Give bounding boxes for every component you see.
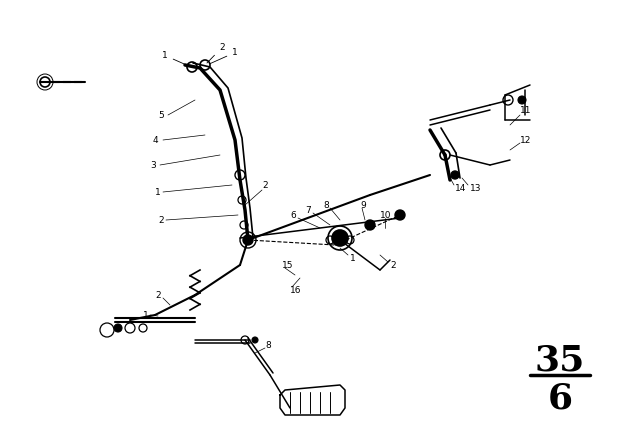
Circle shape [252, 337, 258, 343]
Text: 4: 4 [153, 135, 159, 145]
Circle shape [114, 324, 122, 332]
Text: 11: 11 [520, 105, 531, 115]
Circle shape [395, 210, 405, 220]
Text: 2: 2 [262, 181, 268, 190]
Text: 1: 1 [155, 188, 161, 197]
Circle shape [451, 171, 459, 179]
Text: 2: 2 [158, 215, 164, 224]
Circle shape [365, 220, 375, 230]
Text: 12: 12 [520, 135, 531, 145]
Text: 1: 1 [209, 48, 238, 64]
Text: 8: 8 [265, 340, 271, 349]
Text: 2: 2 [207, 43, 225, 63]
Text: 2: 2 [390, 260, 396, 270]
Text: 6: 6 [290, 211, 296, 220]
Text: 10: 10 [380, 211, 392, 220]
Text: 15: 15 [282, 260, 294, 270]
Text: 1: 1 [143, 310, 148, 319]
Text: 3: 3 [150, 160, 156, 169]
Text: 1: 1 [350, 254, 356, 263]
Text: 1: 1 [162, 51, 188, 66]
Text: 8: 8 [323, 201, 329, 210]
Text: 13: 13 [470, 184, 481, 193]
Circle shape [518, 96, 526, 104]
Circle shape [243, 235, 253, 245]
Text: 16: 16 [290, 285, 301, 294]
Text: 7: 7 [305, 206, 311, 215]
Text: 35: 35 [535, 343, 585, 377]
Text: 14: 14 [455, 184, 467, 193]
Circle shape [332, 230, 348, 246]
Text: 5: 5 [158, 111, 164, 120]
Text: 9: 9 [360, 201, 365, 210]
Text: 6: 6 [547, 381, 573, 415]
Text: 2: 2 [155, 290, 161, 300]
